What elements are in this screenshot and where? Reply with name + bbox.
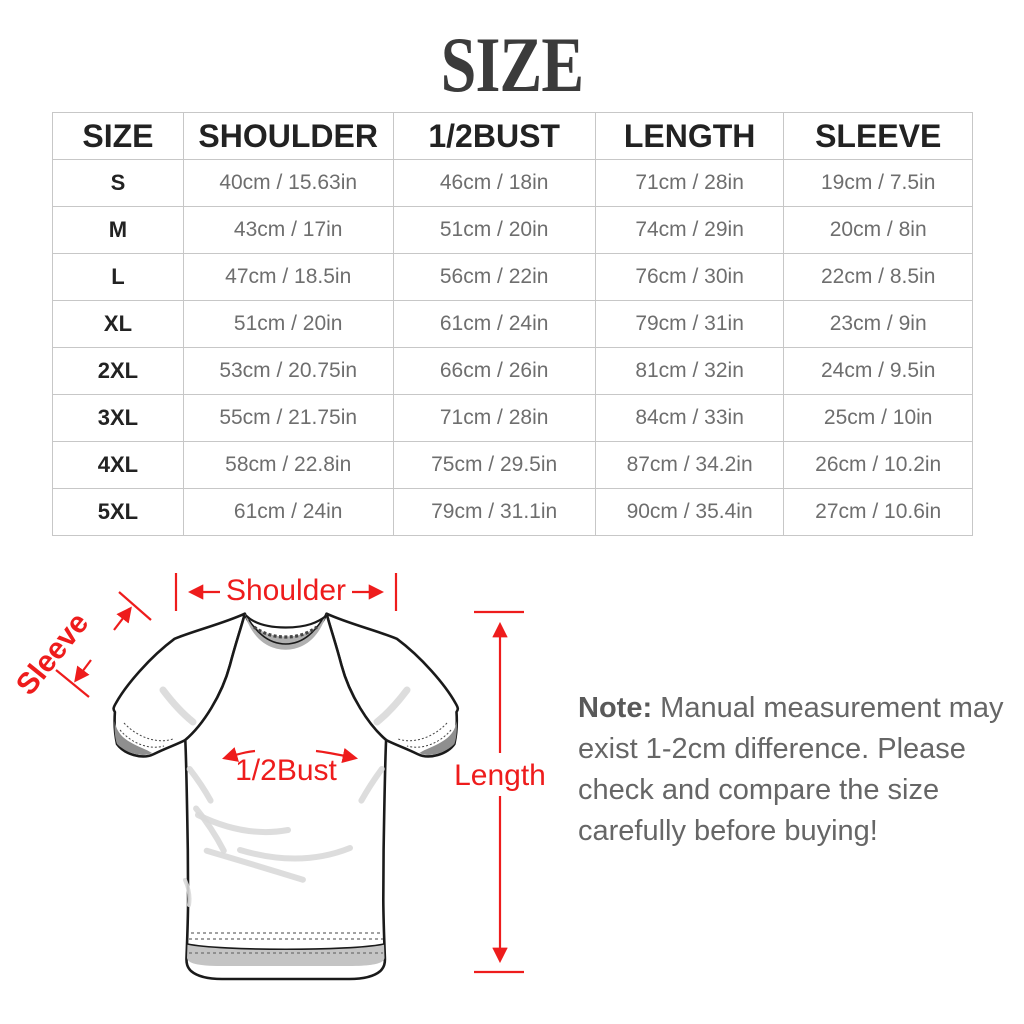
svg-text:Shoulder: Shoulder — [226, 574, 346, 607]
svg-text:Length: Length — [454, 759, 546, 792]
svg-text:Sleeve: Sleeve — [10, 607, 95, 702]
svg-text:1/2Bust: 1/2Bust — [235, 754, 337, 787]
